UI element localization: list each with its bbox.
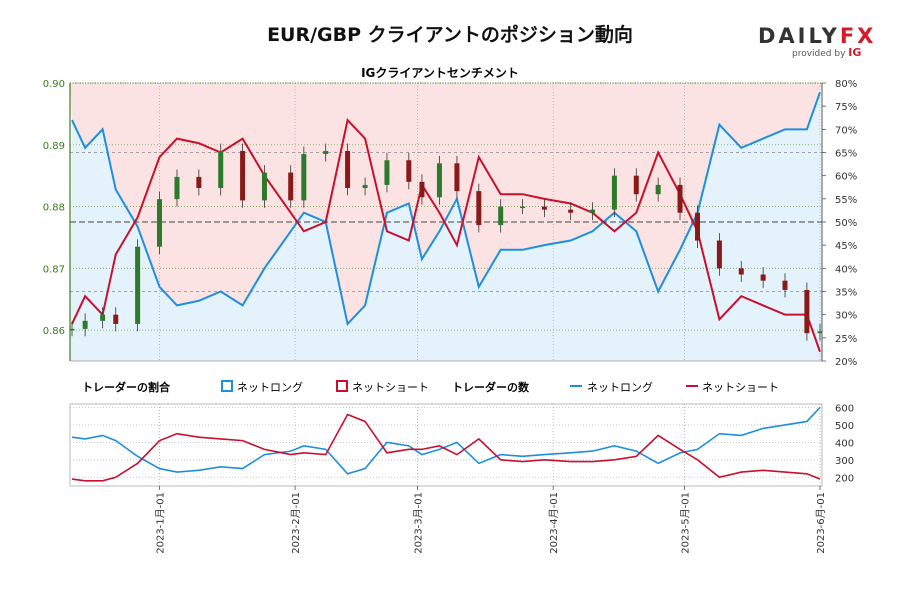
price-candle <box>590 209 596 213</box>
price-candle <box>716 240 722 269</box>
x-axis-tick-label: 2023-4月-01 <box>548 492 560 554</box>
trader-count-panel: 200 300 400 500 600 <box>69 403 854 487</box>
legend-ratio-long-swatch <box>221 380 233 392</box>
price-candle <box>82 320 88 329</box>
price-candle <box>611 175 617 210</box>
right-axis-tick-label: 55% <box>835 195 857 206</box>
price-candle <box>240 150 246 201</box>
count-axis-tick-label: 500 <box>835 421 854 432</box>
right-axis-tick-label: 40% <box>835 264 857 275</box>
price-candle <box>817 331 823 334</box>
logo-fx: FX <box>839 24 877 48</box>
price-candle <box>568 209 574 213</box>
price-candle <box>738 268 744 275</box>
chart-title: EUR/GBP クライアントのポジション動向 <box>267 24 633 46</box>
price-candle <box>301 154 307 201</box>
left-axis-tick-label: 0.88 <box>43 203 65 214</box>
price-candle <box>69 328 75 331</box>
x-axis-tick-label: 2023-1月-01 <box>154 492 166 554</box>
right-axis-tick-label: 65% <box>835 149 857 160</box>
count-plot-area <box>69 403 823 487</box>
x-axis-tick-label: 2023-2月-01 <box>290 492 302 554</box>
price-candle <box>288 172 294 201</box>
price-candle <box>677 184 683 213</box>
price-candle <box>454 163 460 192</box>
price-candle <box>218 150 224 189</box>
price-candle <box>760 274 766 281</box>
price-candle <box>362 184 368 189</box>
price-candle <box>436 163 442 198</box>
legend-count-short-label: ネットショート <box>702 381 779 394</box>
price-candle <box>406 160 412 182</box>
right-axis-tick-label: 30% <box>835 311 857 322</box>
right-axis-tick-label: 50% <box>835 218 857 229</box>
price-candle <box>156 199 162 247</box>
price-candle <box>782 280 788 290</box>
price-candle <box>174 176 180 200</box>
x-axis-tick-label: 2023-5月-01 <box>679 492 691 554</box>
logo-wordmark: DAILYFX <box>758 24 873 48</box>
price-sentiment-panel: 0.86 0.87 0.88 0.89 0.90 20% 25% 30% 35% 40% 45% 50… <box>43 79 858 368</box>
short-sentiment-area <box>70 83 822 324</box>
net-short-pct-line <box>71 117 821 353</box>
price-candle <box>261 172 267 201</box>
net-short-count-line <box>71 413 821 482</box>
right-axis-tick-label: 35% <box>835 288 857 299</box>
price-candle <box>520 206 526 209</box>
price-candle <box>135 246 141 324</box>
left-axis-tick-label: 0.90 <box>43 79 65 90</box>
net-long-pct-line <box>71 91 821 327</box>
logo-daily: DAILY <box>758 24 840 48</box>
logo-sub-text: provided by <box>792 49 846 59</box>
legend: トレーダーの割合 ネットロング ネットショート トレーダーの数 ネットロング ネ… <box>82 380 779 394</box>
legend-ratio-short-swatch <box>336 380 348 392</box>
price-candle <box>384 160 390 185</box>
left-axis-tick-label: 0.86 <box>43 326 65 337</box>
price-candle <box>655 184 661 195</box>
legend-ratio-short-label: ネットショート <box>352 381 429 394</box>
legend-ratio-long-label: ネットロング <box>237 380 303 394</box>
count-axis-tick-label: 300 <box>835 456 854 467</box>
price-candle <box>695 212 701 241</box>
right-axis-tick-label: 45% <box>835 241 857 252</box>
right-axis-tick-label: 60% <box>835 172 857 183</box>
net-long-count-line <box>71 406 821 475</box>
dailyfx-logo: DAILYFX provided by IG <box>758 24 873 59</box>
logo-provided-by: provided by IG <box>758 46 868 59</box>
legend-count-title: トレーダーの数 <box>452 380 530 394</box>
x-axis-tick-label: 2023-6月-01 <box>815 492 827 554</box>
legend-count-long-label: ネットロング <box>587 380 653 394</box>
price-candle <box>633 175 639 195</box>
price-candle <box>113 314 119 324</box>
right-axis-tick-label: 80% <box>835 79 857 90</box>
right-axis-tick-label: 70% <box>835 125 857 136</box>
right-axis-tick-label: 75% <box>835 102 857 113</box>
price-candle <box>100 314 106 321</box>
price-candle <box>323 150 329 155</box>
right-axis-tick-label: 25% <box>835 334 857 345</box>
price-candle <box>345 150 351 189</box>
price-candle <box>804 289 810 334</box>
count-axis-tick-label: 600 <box>835 403 854 414</box>
price-candle <box>196 176 202 189</box>
x-axis-tick-label: 2023-3月-01 <box>413 492 425 554</box>
price-candle <box>476 191 482 226</box>
legend-ratio-title: トレーダーの割合 <box>82 380 171 394</box>
right-axis-tick-label: 20% <box>835 357 857 368</box>
price-candle <box>419 181 425 198</box>
x-axis: 2023-1月-01 2023-2月-01 2023-3月-01 2023-4月-01… <box>154 486 827 554</box>
count-axis-tick-label: 200 <box>835 473 854 484</box>
chart-subtitle: IGクライアントセンチメント <box>361 66 519 80</box>
left-axis-tick-label: 0.89 <box>43 141 65 152</box>
count-axis-tick-label: 400 <box>835 438 854 449</box>
ig-brand: IG <box>848 46 862 59</box>
price-candle <box>541 206 547 210</box>
price-candle <box>498 206 504 226</box>
left-axis-tick-label: 0.87 <box>43 264 65 275</box>
